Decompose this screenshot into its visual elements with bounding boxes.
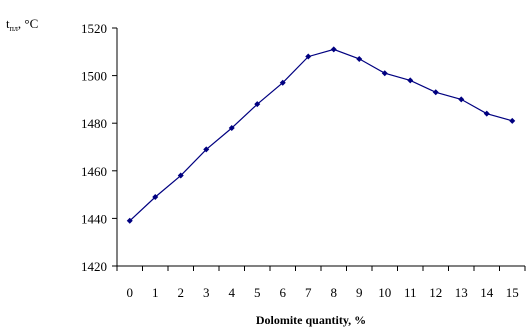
data-point: [330, 46, 337, 53]
y-axis-label-main: t: [6, 16, 10, 31]
data-point: [228, 124, 235, 131]
data-point: [152, 193, 159, 200]
data-point: [254, 101, 261, 108]
y-tick-label: 1440: [81, 211, 107, 226]
x-tick-label: 2: [178, 285, 185, 300]
data-point: [381, 70, 388, 77]
data-point: [305, 53, 312, 60]
x-tick-label: 3: [203, 285, 210, 300]
data-point: [483, 110, 490, 117]
x-axis-ticks: 0 1 2 3 4 5 6 7 8 9 10 11 12 13 14 15: [116, 266, 526, 300]
data-point: [509, 117, 516, 124]
x-tick-label: 12: [429, 285, 442, 300]
y-tick-label: 1480: [81, 116, 107, 131]
y-tick-label: 1500: [81, 69, 107, 84]
y-tick-label: 1420: [81, 259, 107, 274]
x-tick-label: 0: [127, 285, 134, 300]
data-point: [126, 217, 133, 224]
x-tick-label: 15: [506, 285, 519, 300]
x-tick-label: 5: [254, 285, 261, 300]
y-axis-label-subscript: пл: [10, 24, 18, 33]
x-axis-label: Dolomite quantity, %: [256, 313, 366, 327]
x-tick-label: 14: [480, 285, 494, 300]
x-tick-label: 10: [378, 285, 391, 300]
x-tick-label: 9: [356, 285, 363, 300]
x-tick-label: 7: [305, 285, 312, 300]
data-point: [279, 79, 286, 86]
y-tick-label: 1460: [81, 164, 107, 179]
data-point: [356, 55, 363, 62]
series-line: [129, 48, 513, 222]
y-axis-label-unit: , °C: [18, 16, 38, 31]
y-axis-ticks: 1420 1440 1460 1480 1500 1520: [81, 21, 117, 274]
data-point: [432, 89, 439, 96]
data-point: [177, 172, 184, 179]
x-tick-label: 13: [455, 285, 468, 300]
y-axis-label: tпл, °C: [6, 16, 38, 33]
x-tick-label: 4: [229, 285, 236, 300]
y-tick-label: 1520: [81, 21, 107, 36]
series-group: [126, 46, 516, 224]
x-tick-label: 8: [331, 285, 338, 300]
svg-text:tпл, °C: tпл, °C: [6, 16, 38, 33]
x-tick-label: 11: [404, 285, 417, 300]
x-tick-label: 1: [152, 285, 159, 300]
x-tick-label: 6: [280, 285, 287, 300]
data-point: [407, 77, 414, 84]
data-point: [203, 146, 210, 153]
data-point: [458, 96, 465, 103]
